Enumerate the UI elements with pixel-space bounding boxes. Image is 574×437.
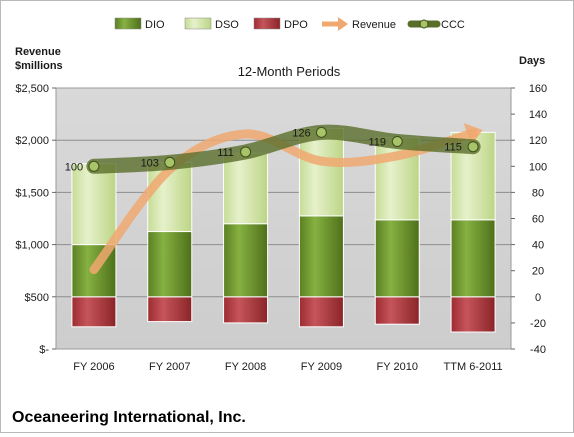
ccc-data-label: 126 xyxy=(292,127,310,139)
right-tick-label: -20 xyxy=(530,318,546,330)
right-axis-ticks: -40 -20 0 20 40 60 80 100 120 140 160 xyxy=(511,83,547,356)
category-label: FY 2006 xyxy=(73,361,114,373)
company-name: Oceaneering International, Inc. xyxy=(12,409,246,426)
legend: DIO DSO DPO Revenue CCC xyxy=(114,17,465,31)
left-axis-title-line1: Revenue xyxy=(15,46,61,58)
ccc-marker xyxy=(164,156,176,168)
dio-bar xyxy=(147,231,193,298)
right-tick-label: 120 xyxy=(529,135,547,147)
left-tick-label: $2,000 xyxy=(15,135,49,147)
ccc-data-label: 119 xyxy=(368,137,386,149)
right-tick-label: 0 xyxy=(535,292,541,304)
dpo-bar xyxy=(298,296,344,328)
dpo-bar xyxy=(223,296,269,324)
ccc-data-label: 103 xyxy=(141,157,159,169)
ccc-marker xyxy=(391,136,403,148)
legend-label-dpo: DPO xyxy=(284,19,308,31)
legend-swatch-ccc-marker xyxy=(419,19,429,29)
right-tick-label: 80 xyxy=(532,187,544,199)
right-tick-label: 20 xyxy=(532,266,544,278)
ccc-data-label: 111 xyxy=(217,147,234,159)
revenue-arrowhead xyxy=(463,123,483,147)
left-axis-ticks: $- $500 $1,000 $1,500 $2,000 $2,500 xyxy=(15,83,56,356)
left-tick-label: $1,000 xyxy=(15,240,49,252)
ccc-marker xyxy=(88,160,100,172)
legend-swatch-dio xyxy=(114,17,142,30)
legend-label-ccc: CCC xyxy=(441,19,465,31)
dso-bar xyxy=(223,152,269,225)
dso-bar xyxy=(71,163,117,246)
right-tick-label: 160 xyxy=(529,83,547,95)
dio-bar xyxy=(450,219,496,298)
legend-label-revenue: Revenue xyxy=(352,19,396,31)
dio-bar xyxy=(223,223,269,298)
right-tick-label: 40 xyxy=(532,240,544,252)
dio-bar xyxy=(374,219,420,298)
category-label: FY 2010 xyxy=(377,361,418,373)
right-tick-label: -40 xyxy=(530,344,546,356)
right-axis-title: Days xyxy=(519,55,545,67)
ccc-marker xyxy=(240,146,252,158)
ccc-data-label: 115 xyxy=(444,142,462,154)
dio-bar xyxy=(298,215,344,298)
ccc-marker xyxy=(315,126,327,138)
ccc-data-label: 100 xyxy=(65,161,83,173)
right-tick-label: 100 xyxy=(529,161,547,173)
legend-swatch-dpo xyxy=(253,17,281,30)
legend-label-dso: DSO xyxy=(215,19,239,31)
legend-label-dio: DIO xyxy=(145,19,165,31)
left-tick-label: $- xyxy=(39,344,49,356)
dpo-bar xyxy=(374,296,420,325)
left-tick-label: $500 xyxy=(25,292,49,304)
right-tick-label: 60 xyxy=(532,214,544,226)
right-tick-label: 140 xyxy=(529,109,547,121)
dpo-bar xyxy=(71,296,117,328)
category-label: FY 2007 xyxy=(149,361,190,373)
left-axis-title-line2: $millions xyxy=(15,60,63,72)
ccc-line xyxy=(86,124,481,174)
legend-swatch-revenue-arrow xyxy=(338,17,348,31)
dpo-bar xyxy=(450,296,496,333)
category-labels: FY 2006 FY 2007 FY 2008 FY 2009 FY 2010 TTM 6… xyxy=(73,361,502,373)
category-label: FY 2008 xyxy=(225,361,266,373)
legend-swatch-dso xyxy=(184,17,212,30)
category-label: TTM 6-2011 xyxy=(444,361,503,373)
ccc-marker xyxy=(467,141,479,153)
left-tick-label: $1,500 xyxy=(15,187,49,199)
dpo-bar xyxy=(147,296,193,323)
dso-bar xyxy=(298,127,344,217)
plot-title: 12-Month Periods xyxy=(238,64,341,79)
category-label: FY 2009 xyxy=(301,361,342,373)
bars xyxy=(71,127,496,333)
left-tick-label: $2,500 xyxy=(15,83,49,95)
lines: 100 103 111 126 119 115 xyxy=(65,123,483,275)
